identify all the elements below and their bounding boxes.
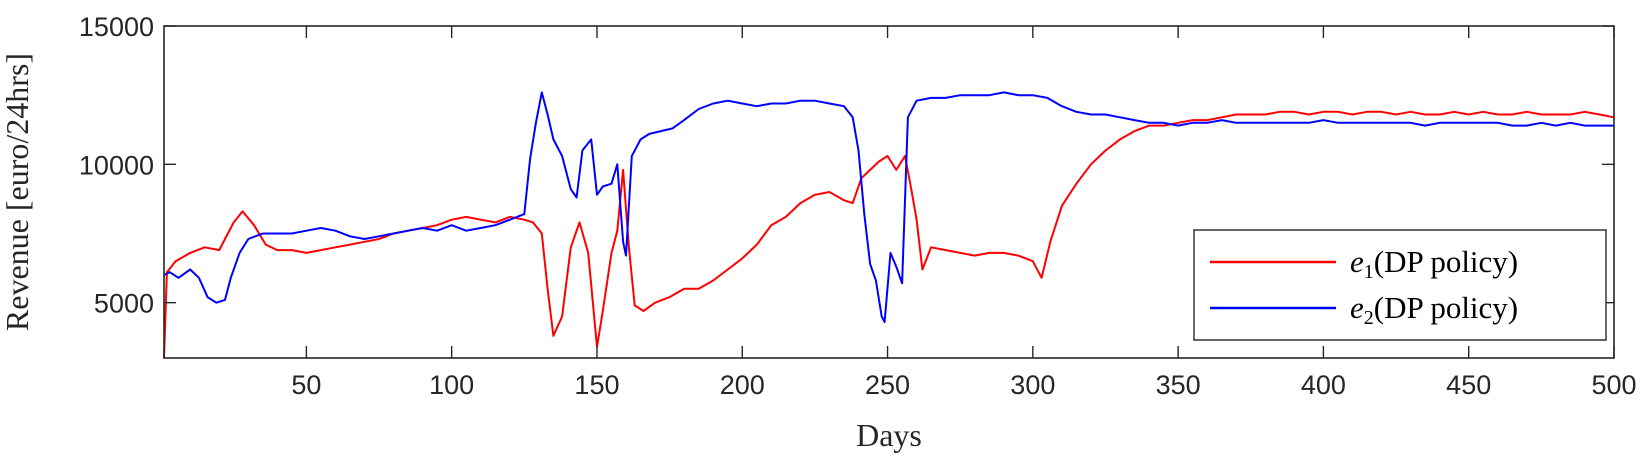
y-axis-label: Revenue [euro/24hrs]: [0, 53, 35, 331]
x-axis-label: Days: [856, 417, 922, 453]
y-tick-label: 10000: [79, 150, 154, 180]
series-layer: [163, 91, 1615, 359]
legend: e1(DP policy) e2(DP policy): [1193, 229, 1607, 341]
legend-label-e2: e2(DP policy): [1350, 290, 1518, 329]
x-tick-label: 250: [865, 370, 910, 400]
legend-box: [1193, 229, 1607, 341]
y-tick-label: 15000: [79, 12, 154, 42]
y-ticks: 5000 10000 15000: [79, 12, 1614, 319]
x-tick-label: 300: [1010, 370, 1055, 400]
x-ticks: 50 100 150 200 250 300 350 400 450 500: [291, 26, 1637, 400]
x-tick-label: 200: [720, 370, 765, 400]
x-tick-label: 400: [1301, 370, 1346, 400]
plot-frame: [163, 25, 1615, 359]
x-tick-label: 500: [1591, 370, 1636, 400]
y-tick-label: 5000: [94, 289, 154, 319]
x-tick-label: 50: [291, 370, 321, 400]
x-tick-label: 450: [1446, 370, 1491, 400]
x-tick-label: 150: [574, 370, 619, 400]
x-tick-label: 100: [429, 370, 474, 400]
legend-label-e1: e1(DP policy): [1350, 244, 1518, 283]
x-tick-label: 350: [1156, 370, 1201, 400]
series-line-e2: [163, 91, 1614, 323]
